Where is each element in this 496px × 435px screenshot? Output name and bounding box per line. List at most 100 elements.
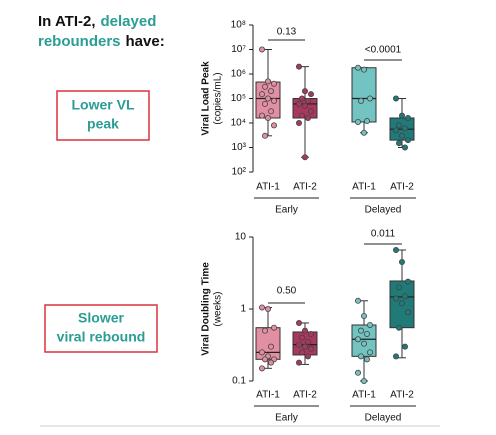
data-point [267, 88, 274, 95]
data-point [366, 349, 373, 356]
callout-box [56, 90, 150, 141]
data-point [401, 144, 408, 151]
data-point [354, 297, 361, 304]
data-point [295, 319, 302, 326]
data-point [258, 91, 265, 98]
y-tick-label: 1 [240, 304, 246, 315]
data-point [363, 118, 370, 125]
data-point [267, 359, 274, 366]
data-point [261, 327, 268, 334]
callout-text: Slower [78, 310, 124, 326]
y-tick-label: 0.1 [232, 376, 246, 387]
data-point [295, 100, 302, 107]
data-point [261, 100, 268, 107]
data-point [298, 112, 305, 119]
y-tick-label: 10⁷ [231, 44, 246, 55]
data-point [360, 129, 367, 136]
header-line-2: rebounders have: [38, 33, 165, 50]
x-tick-label: ATI-2 [293, 182, 317, 193]
header-text: In ATI-2, [38, 13, 96, 30]
data-point [307, 91, 314, 98]
y-tick-label: 10 [235, 232, 247, 243]
data-point [395, 122, 402, 129]
data-point [404, 114, 411, 121]
data-point [304, 338, 311, 345]
data-point [395, 324, 402, 331]
data-point [298, 349, 305, 356]
y-axis-label: Viral Load Peak [201, 61, 212, 136]
data-point [363, 356, 370, 363]
data-point [398, 112, 405, 119]
data-point [264, 95, 271, 102]
data-point [261, 83, 268, 90]
data-point [366, 95, 373, 102]
y-tick-label: 10⁸ [231, 20, 246, 31]
data-point [267, 108, 274, 115]
y-axis-label: Viral Doubling Time [201, 262, 212, 356]
group-label: Delayed [365, 413, 402, 424]
data-point [295, 359, 302, 366]
data-point [267, 343, 274, 350]
data-point [307, 345, 314, 352]
data-point [258, 46, 265, 53]
data-point [357, 97, 364, 104]
data-point [301, 88, 308, 95]
data-point [264, 305, 271, 312]
data-point [354, 369, 361, 376]
x-tick-label: ATI-1 [256, 182, 280, 193]
data-point [392, 95, 399, 102]
y-tick-label: 10⁶ [231, 69, 246, 80]
data-point [354, 64, 361, 71]
data-point [304, 353, 311, 360]
data-point [258, 365, 265, 372]
data-point [258, 304, 265, 311]
data-point [301, 327, 308, 334]
data-point [395, 140, 402, 147]
x-tick-label: ATI-1 [352, 390, 376, 401]
group-label: Early [275, 413, 298, 424]
callout-text: Lower VL [71, 97, 134, 113]
data-point [401, 293, 408, 300]
data-point [304, 97, 311, 104]
y-tick-label: 10² [232, 167, 247, 178]
data-point [404, 309, 411, 316]
header-highlight: rebounders [38, 33, 121, 50]
data-point [392, 127, 399, 134]
group-label: Delayed [365, 205, 402, 216]
data-point [270, 122, 277, 129]
comparison-label: <0.0001 [365, 45, 402, 56]
y-tick-label: 10⁵ [231, 93, 246, 104]
data-point [398, 132, 405, 139]
x-tick-label: ATI-1 [256, 390, 280, 401]
data-point [360, 340, 367, 347]
data-point [354, 336, 361, 343]
data-point [264, 114, 271, 121]
data-point [404, 278, 411, 285]
y-axis-sublabel: (weeks) [213, 291, 224, 326]
data-point [261, 356, 268, 363]
data-point [301, 102, 308, 109]
y-tick-label: 10³ [232, 142, 247, 153]
data-point [258, 112, 265, 119]
comparison-label: 0.13 [277, 27, 297, 38]
data-point [270, 324, 277, 331]
data-point [295, 341, 302, 348]
box [351, 67, 377, 123]
comparison-label: 0.50 [277, 286, 297, 297]
data-point [270, 80, 277, 87]
data-point [398, 300, 405, 307]
y-tick-label: 10⁴ [231, 118, 246, 129]
y-axis-sublabel: (copies/mL) [213, 72, 224, 124]
data-point [270, 97, 277, 104]
data-point [307, 330, 314, 337]
header-highlight: delayed [101, 13, 157, 30]
data-point [392, 246, 399, 253]
data-point [392, 295, 399, 302]
data-point [298, 95, 305, 102]
x-tick-label: ATI-1 [352, 182, 376, 193]
data-point [354, 118, 361, 125]
x-tick-label: ATI-2 [293, 390, 317, 401]
callout-text: viral rebound [57, 329, 146, 345]
data-point [401, 343, 408, 350]
